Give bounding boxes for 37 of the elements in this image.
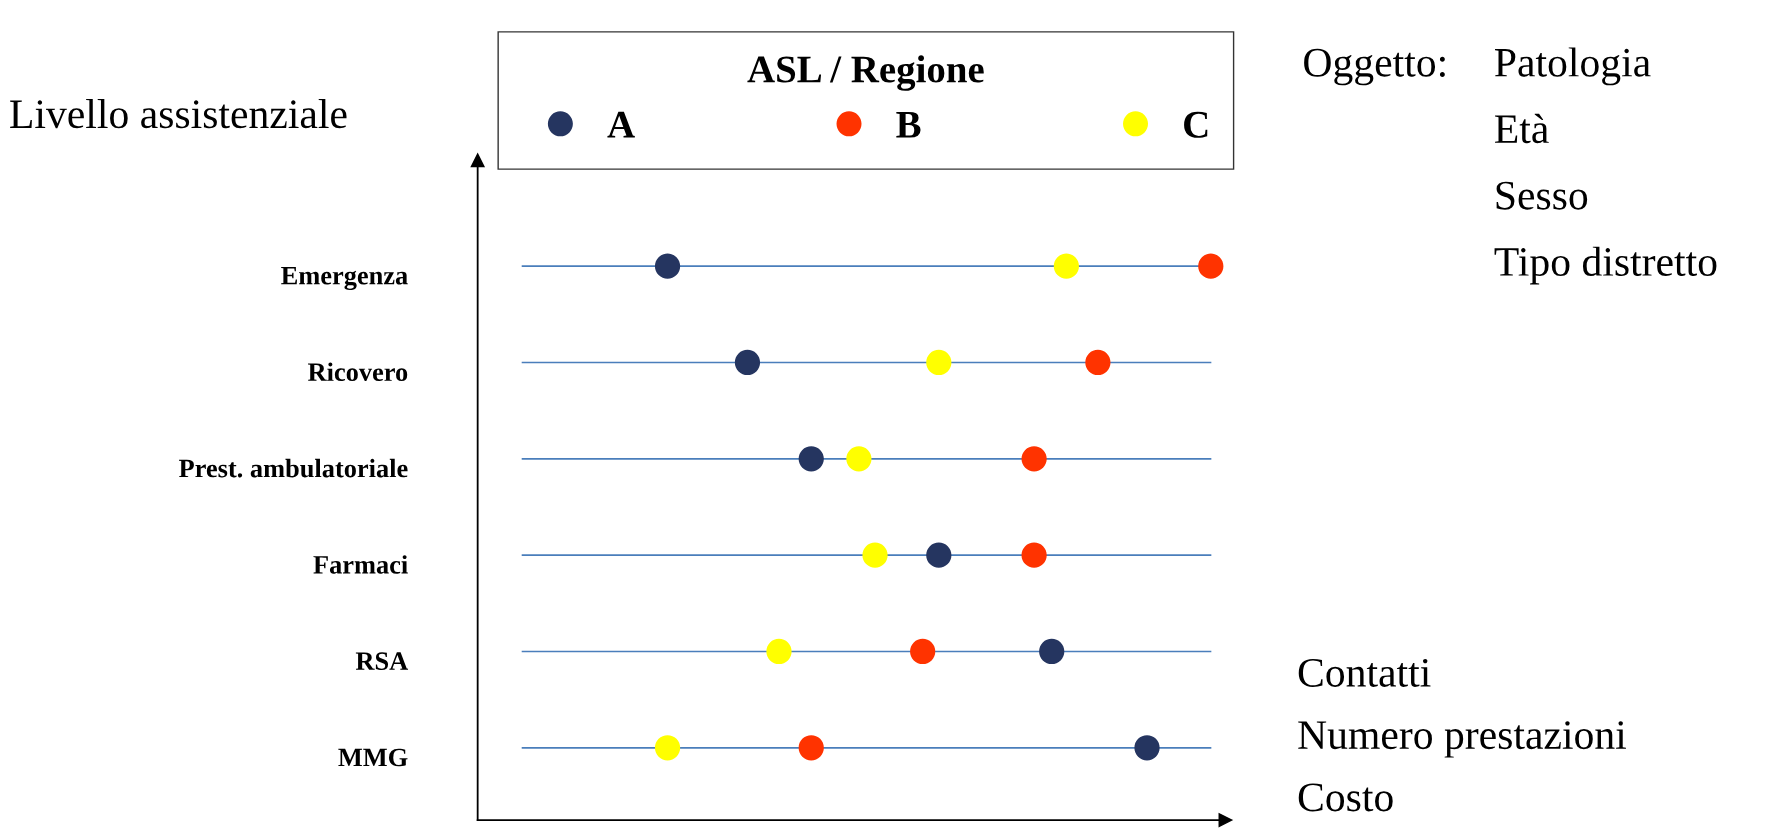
text: Oggetto: <box>1304 48 1445 86</box>
text: Età <box>1495 113 1549 144</box>
point <box>1085 349 1111 376</box>
point <box>926 542 952 568</box>
legend-label: A <box>607 111 635 138</box>
point <box>654 253 681 279</box>
point <box>862 542 888 568</box>
legend-label: C <box>1184 111 1208 138</box>
y-tick-label: Prest. ambulatoriale <box>179 458 408 478</box>
text: Contatti <box>1298 658 1431 687</box>
point <box>1021 542 1047 568</box>
point <box>654 735 681 761</box>
point <box>910 638 936 665</box>
y-tick-label: RSA <box>355 652 409 671</box>
point <box>1198 253 1224 279</box>
point <box>846 446 872 472</box>
point <box>1021 446 1047 472</box>
text: Numero prestazioni <box>1298 721 1626 758</box>
y-axis-title: Livello assistenziale <box>10 98 347 129</box>
point <box>798 735 824 761</box>
y-tick-label: Farmaci <box>313 555 408 574</box>
point <box>1039 638 1065 665</box>
point <box>798 446 824 472</box>
text: Costo <box>1298 783 1393 812</box>
point <box>734 349 761 376</box>
y-tick-label: Emergenza <box>281 266 408 291</box>
text: Sesso <box>1496 181 1588 210</box>
y-tick-label: Ricovero <box>308 362 408 382</box>
text: Patologia <box>1495 47 1651 86</box>
text: Tipo distretto <box>1494 246 1717 285</box>
point <box>1053 253 1079 279</box>
legend-title: ASL / Regione <box>747 55 984 91</box>
legend-label: B <box>896 112 921 138</box>
point <box>1134 735 1160 761</box>
point <box>926 349 952 376</box>
point <box>766 638 792 665</box>
y-tick-label: MMG <box>338 748 408 767</box>
